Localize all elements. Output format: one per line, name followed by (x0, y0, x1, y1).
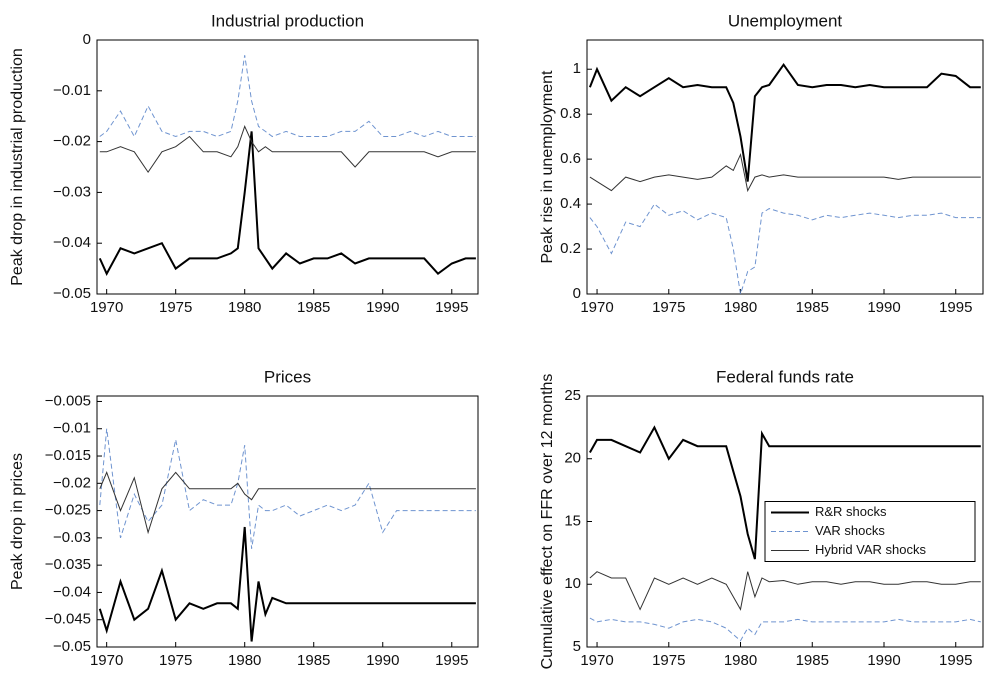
series-line (589, 617, 981, 642)
plot-frame (586, 39, 984, 295)
series-line (98, 526, 476, 642)
x-tick-label: 1980 (228, 299, 261, 316)
y-tick-label: 0 (573, 285, 581, 302)
y-tick-label: −0.045 (45, 611, 91, 628)
y-tick-label: −0.03 (53, 529, 91, 546)
x-tick-label: 1990 (366, 652, 399, 669)
x-tick-label: 1975 (159, 299, 192, 316)
y-tick-label: −0.01 (53, 420, 91, 437)
legend-label: Hybrid VAR shocks (815, 542, 927, 557)
series-line (99, 471, 476, 535)
y-tick-label: 0.4 (560, 195, 581, 212)
legend-label: VAR shocks (815, 523, 885, 538)
y-tick-label: 25 (564, 387, 581, 404)
plot-frame (96, 395, 479, 648)
x-tick-label: 1975 (159, 652, 192, 669)
legend-label: R&R shocks (815, 504, 887, 519)
y-tick-label: −0.02 (53, 133, 91, 150)
series-line (589, 203, 981, 295)
series-line (588, 62, 981, 182)
x-tick-label: 1995 (939, 652, 972, 669)
x-tick-label: 1995 (435, 299, 468, 316)
series-line (99, 125, 476, 173)
y-tick-label: −0.05 (53, 285, 91, 302)
y-tick-label: −0.035 (45, 556, 91, 573)
y-tick-label: −0.04 (53, 234, 91, 251)
panel-title: Unemployment (728, 11, 843, 30)
y-axis-label: Peak drop in industrial production (9, 48, 26, 285)
x-tick-label: 1995 (939, 299, 972, 316)
y-tick-label: −0.005 (45, 392, 91, 409)
series-line (589, 425, 981, 560)
y-tick-label: 20 (564, 450, 581, 467)
x-tick-label: 1975 (652, 652, 685, 669)
x-tick-label: 1975 (652, 299, 685, 316)
series-line (589, 152, 981, 193)
x-tick-label: 1990 (867, 299, 900, 316)
plot-frame (96, 39, 479, 295)
y-tick-label: 0.6 (560, 150, 581, 167)
y-tick-label: 0.2 (560, 240, 581, 257)
x-tick-label: 1995 (435, 652, 468, 669)
x-tick-label: 1970 (90, 652, 123, 669)
x-tick-label: 1985 (796, 652, 829, 669)
y-axis-label: Cumulative effect on FFR over 12 months (539, 374, 556, 670)
y-tick-label: −0.04 (53, 583, 91, 600)
x-tick-label: 1970 (580, 299, 613, 316)
y-tick-label: −0.015 (45, 447, 91, 464)
x-tick-label: 1980 (228, 652, 261, 669)
y-tick-label: 0.8 (560, 105, 581, 122)
y-tick-label: −0.025 (45, 502, 91, 519)
x-tick-label: 1990 (867, 652, 900, 669)
panel-title: Federal funds rate (716, 367, 854, 386)
series-line (589, 571, 981, 611)
x-tick-label: 1970 (90, 299, 123, 316)
series-line (99, 55, 476, 138)
y-tick-label: 0 (83, 31, 91, 48)
y-axis-label: Peak rise in unemployment (539, 70, 556, 264)
x-tick-label: 1980 (724, 299, 757, 316)
y-tick-label: 1 (573, 60, 581, 77)
y-tick-label: 10 (564, 575, 581, 592)
y-tick-label: 15 (564, 512, 581, 529)
y-axis-label: Peak drop in prices (9, 453, 26, 590)
x-tick-label: 1985 (796, 299, 829, 316)
x-tick-label: 1970 (580, 652, 613, 669)
series-line (99, 428, 476, 549)
panel-title: Prices (264, 367, 311, 386)
y-tick-label: 5 (573, 638, 581, 655)
y-tick-label: −0.05 (53, 638, 91, 655)
series-line (98, 131, 476, 276)
y-tick-label: −0.03 (53, 183, 91, 200)
x-tick-label: 1985 (297, 299, 330, 316)
y-tick-label: −0.01 (53, 82, 91, 99)
x-tick-label: 1985 (297, 652, 330, 669)
panel-title: Industrial production (211, 11, 364, 30)
x-tick-label: 1980 (724, 652, 757, 669)
y-tick-label: −0.02 (53, 474, 91, 491)
x-tick-label: 1990 (366, 299, 399, 316)
